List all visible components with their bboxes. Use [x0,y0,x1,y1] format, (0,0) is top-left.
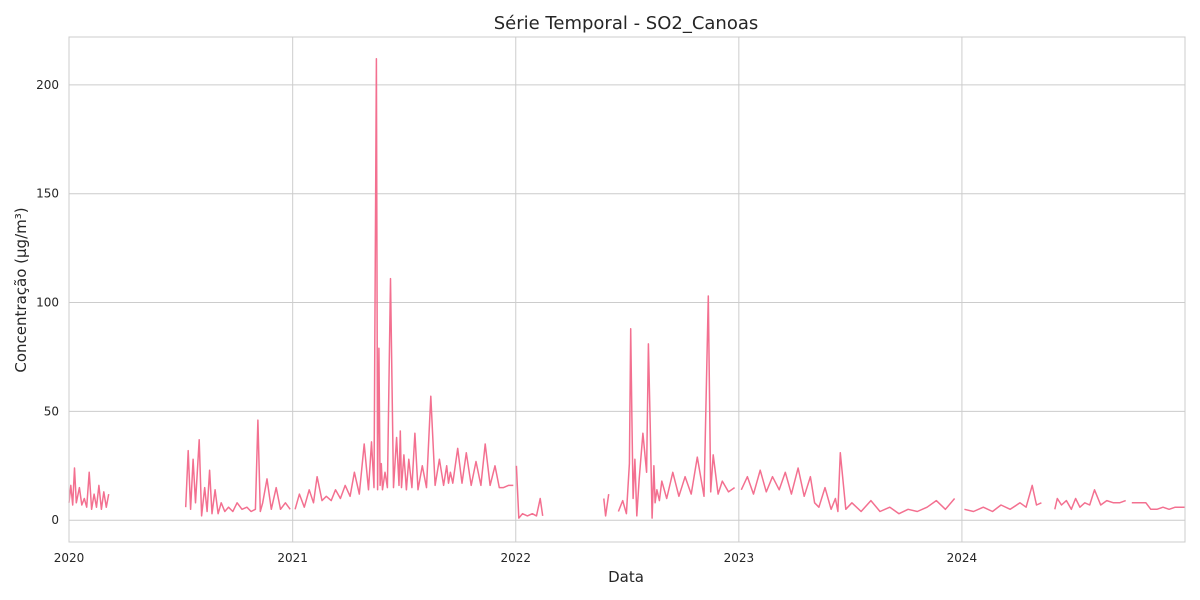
chart-title: Série Temporal - SO2_Canoas [494,13,759,34]
x-axis-label: Data [608,568,644,586]
series-line-segment-3 [294,58,514,510]
y-axis-ticks: 0 50 100 150 200 [36,78,59,527]
x-tick-label-2022: 2022 [500,551,531,565]
series-line-segment-9 [1054,489,1126,511]
series-line-segment-5 [603,493,610,517]
y-axis-label: Concentração (µg/m³) [12,207,30,372]
series-so2-canoas [68,58,1185,519]
series-line-segment-1 [68,467,110,511]
series-line-segment-7 [740,452,956,515]
series-line-segment-6 [617,295,736,519]
gridlines [68,37,1185,542]
series-line-segment-4 [515,465,544,519]
y-tick-label-150: 150 [36,187,59,201]
x-tick-label-2021: 2021 [277,551,308,565]
y-tick-label-50: 50 [44,404,59,418]
y-tick-label-200: 200 [36,78,59,92]
x-tick-label-2024: 2024 [947,551,978,565]
plot-area-frame [68,36,1186,543]
series-line-segment-2 [184,419,291,517]
x-tick-label-2020: 2020 [54,551,85,565]
series-line-segment-10 [1131,502,1185,511]
y-tick-label-0: 0 [51,513,59,527]
x-tick-label-2023: 2023 [724,551,755,565]
series-line-segment-8 [964,484,1042,513]
y-tick-label-100: 100 [36,296,59,310]
x-axis-ticks: 2020 2021 2022 2023 2024 [54,551,977,565]
